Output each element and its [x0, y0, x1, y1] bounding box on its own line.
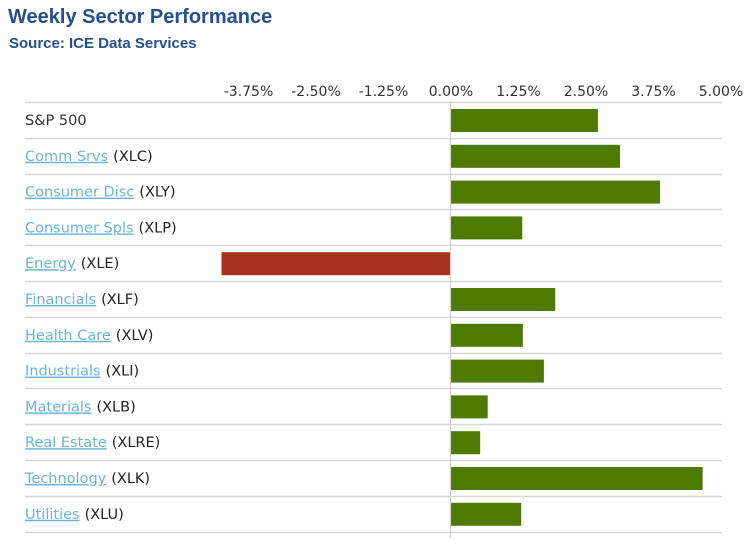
row-label: Energy (XLE) — [25, 256, 119, 272]
bar-xlf — [451, 288, 556, 311]
bars — [221, 109, 703, 526]
sector-link[interactable]: Materials — [25, 399, 91, 415]
row-label: S&P 500 — [25, 113, 87, 129]
chart-title: Weekly Sector Performance — [8, 6, 273, 28]
row-label: Real Estate (XLRE) — [25, 435, 160, 451]
ticker-label: (XLB) — [96, 399, 135, 415]
x-tick-label: -2.50% — [291, 84, 341, 100]
sector-link[interactable]: Industrials — [25, 364, 101, 380]
x-tick-label: -3.75% — [224, 84, 274, 100]
row-label: Utilities (XLU) — [25, 507, 124, 523]
x-tick-label: 3.75% — [631, 84, 675, 100]
ticker-label: (XLU) — [85, 507, 124, 523]
ticker-label: (XLF) — [101, 292, 139, 308]
bar-xle — [221, 252, 451, 276]
bar-xli — [451, 359, 544, 383]
ticker-label: (XLK) — [111, 471, 150, 487]
ticker-label: (XLE) — [81, 256, 120, 272]
bar-xly — [451, 180, 660, 204]
sector-link[interactable]: Real Estate — [25, 435, 107, 451]
bar-xlb — [451, 395, 488, 419]
bar-xlv — [451, 323, 523, 347]
row-label: Consumer Disc (XLY) — [25, 185, 176, 201]
row-label: Consumer Spls (XLP) — [25, 220, 177, 236]
row-label: Comm Srvs (XLC) — [25, 149, 153, 165]
ticker-label: (XLY) — [139, 185, 175, 201]
sector-link[interactable]: Comm Srvs — [25, 149, 108, 165]
x-tick-label: 2.50% — [564, 84, 608, 100]
x-tick-label: 0.00% — [429, 84, 473, 100]
sector-link[interactable]: Technology — [24, 471, 107, 487]
ticker-label: (XLV) — [116, 328, 154, 344]
x-tick-label: -1.25% — [359, 84, 409, 100]
index-name: S&P 500 — [25, 113, 87, 129]
bar-xlk — [451, 467, 703, 490]
row-label: Materials (XLB) — [25, 399, 136, 415]
sector-link[interactable]: Consumer Spls — [25, 220, 134, 236]
bar-s-p-500 — [451, 109, 598, 132]
ticker-label: (XLRE) — [112, 435, 161, 451]
bar-xlp — [451, 216, 523, 240]
sector-link[interactable]: Energy — [25, 256, 76, 272]
row-gridlines — [25, 101, 722, 534]
x-axis-ticks: -3.75% -2.50% -1.25% 0.00% 1.25% 2.50% 3.75% 5.… — [224, 84, 744, 100]
row-label: Health Care (XLV) — [25, 328, 153, 344]
sector-link[interactable]: Utilities — [25, 507, 80, 523]
chart-subtitle: Source: ICE Data Services — [9, 35, 197, 52]
row-label: Technology (XLK) — [24, 471, 150, 487]
ticker-label: (XLP) — [139, 220, 177, 236]
x-tick-label: 5.00% — [699, 84, 743, 100]
bar-xlre — [451, 431, 481, 455]
sector-link[interactable]: Consumer Disc — [25, 185, 134, 201]
bar-xlc — [451, 144, 621, 168]
sector-link[interactable]: Financials — [25, 292, 96, 308]
ticker-label: (XLC) — [113, 149, 152, 165]
ticker-label: (XLI) — [106, 364, 140, 380]
sector-link[interactable]: Health Care — [25, 328, 111, 344]
row-label: Industrials (XLI) — [25, 364, 139, 380]
row-label: Financials (XLF) — [25, 292, 139, 308]
bar-xlu — [451, 502, 522, 526]
x-tick-label: 1.25% — [496, 84, 540, 100]
